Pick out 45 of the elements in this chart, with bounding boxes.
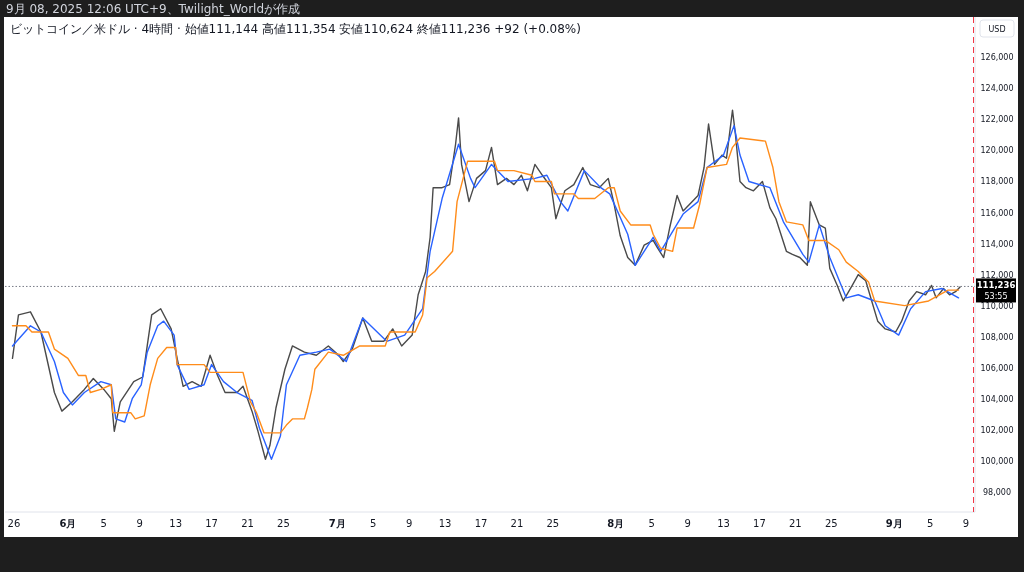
y-tick-label: 100,000 [980, 456, 1014, 466]
x-tick-label: 9 [136, 518, 143, 529]
x-tick-label: 21 [241, 518, 254, 529]
x-tick-label: 5 [648, 518, 655, 529]
x-tick-label: 5 [926, 518, 934, 529]
y-tick-label: 122,000 [980, 115, 1014, 125]
x-tick-label: 13 [717, 518, 730, 529]
x-tick-label: 6月 [59, 518, 77, 529]
y-tick-label: 118,000 [980, 177, 1014, 187]
x-tick-label: 21 [510, 518, 524, 529]
x-tick-label: 17 [205, 518, 218, 529]
x-tick-label: 9 [684, 518, 691, 529]
x-tick-label: 25 [824, 518, 838, 529]
x-tick-label: 8月 [607, 518, 625, 529]
y-tick-label: 116,000 [980, 208, 1014, 218]
x-tick-label: 13 [169, 518, 183, 529]
y-axis-title: USD [988, 25, 1006, 34]
x-tick-label: 13 [438, 518, 452, 529]
x-tick-label: 17 [753, 518, 766, 529]
y-tick-label: 126,000 [980, 53, 1014, 63]
y-tick-label: 102,000 [980, 425, 1014, 435]
y-tick-label: 114,000 [980, 239, 1014, 249]
x-tick-label: 25 [277, 518, 290, 529]
y-tick-label: 98,000 [983, 487, 1011, 497]
y-tick-label: 112,000 [980, 270, 1014, 280]
y-tick-label: 124,000 [980, 84, 1014, 94]
y-tick-label: 108,000 [980, 332, 1014, 342]
y-tick-label: 106,000 [980, 363, 1014, 373]
x-tick-label: 26 [7, 518, 21, 529]
text: 9月 08, 2025 12:06 UTC+9、Twilight_Worldが作成 [6, 2, 301, 16]
chart-title: ビットコイン／米ドル · 4時間 · 始値111,144 高値111,354 安値110,624 終値111,236 +92 (+0.08%) [10, 22, 581, 36]
x-tick-label: 7月 [328, 518, 346, 529]
text: 53:55 [984, 292, 1008, 302]
x-tick-label: 9 [962, 518, 970, 529]
x-tick-label: 9月 [885, 518, 903, 529]
x-tick-label: 5 [100, 518, 107, 529]
x-tick-label: 21 [789, 518, 802, 529]
x-tick-label: 25 [546, 518, 560, 529]
y-tick-label: 110,000 [980, 301, 1014, 311]
x-tick-label: 9 [405, 518, 413, 529]
ref-line-label: 111,236 [976, 280, 1016, 291]
x-tick-label: 5 [370, 518, 377, 529]
y-tick-label: 104,000 [980, 394, 1014, 404]
y-tick-label: 120,000 [980, 146, 1014, 156]
x-tick-label: 17 [474, 518, 488, 529]
